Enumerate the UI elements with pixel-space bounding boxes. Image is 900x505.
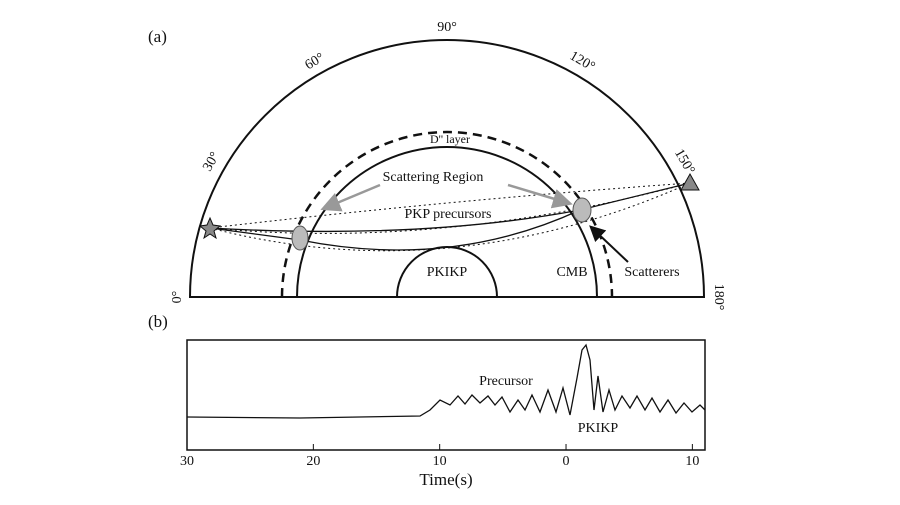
phase-label: PKIKP: [578, 421, 619, 436]
ray: [209, 209, 581, 233]
x-tick-label: 10: [685, 454, 699, 469]
x-tick-label: 20: [306, 454, 320, 469]
x-tick-label: 0: [563, 454, 570, 469]
precursor-label: PKP precursors: [405, 207, 492, 222]
angle-label: 60°: [303, 50, 327, 73]
d-layer: [280, 130, 614, 298]
region-label: Scattering Region: [383, 170, 484, 185]
panel-label: (a): [148, 27, 167, 46]
precursor-label: Precursor: [479, 374, 533, 389]
arrow: [507, 183, 573, 209]
cmb: [296, 146, 598, 298]
angle-label: 0°: [170, 291, 185, 304]
x-tick-label: 10: [433, 454, 447, 469]
source-star: [198, 216, 222, 240]
ray: [209, 182, 691, 229]
scatterer: [291, 225, 309, 251]
ray: [209, 182, 691, 251]
scatterers-label: Scatterers: [624, 265, 679, 280]
waveform: [186, 343, 706, 419]
arrow: [589, 225, 629, 263]
core-label: PKIKP: [427, 265, 468, 280]
angle-label: 180°: [711, 284, 726, 311]
layer-label: D'' layer: [430, 132, 470, 146]
angle-label: 30°: [200, 150, 223, 174]
scatterer: [572, 197, 592, 223]
earth-outline: [188, 39, 706, 298]
panel-label: (b): [148, 312, 168, 331]
arrow: [320, 183, 381, 212]
angle-label: 150°: [671, 147, 697, 178]
cmb-label: CMB: [556, 265, 587, 280]
plot-frame: [186, 339, 706, 451]
station: [680, 172, 700, 191]
ray: [209, 182, 691, 252]
x-axis-label: Time(s): [419, 470, 472, 489]
x-tick-label: 30: [180, 454, 194, 469]
angle-label: 90°: [437, 20, 457, 35]
